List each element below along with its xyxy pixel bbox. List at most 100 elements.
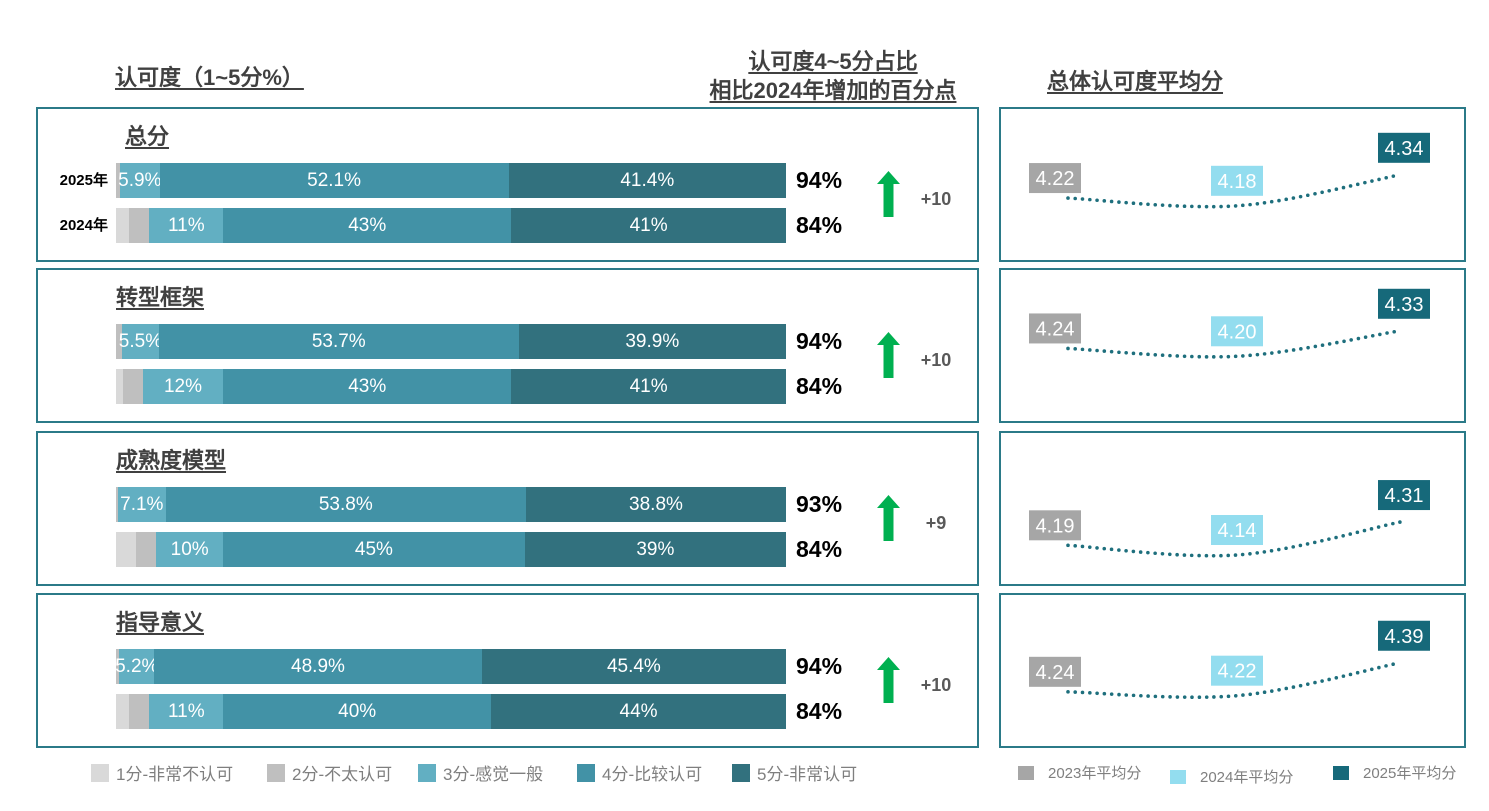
bar-segment-score-5: 45.4% — [481, 649, 786, 684]
delta-points: +10 — [920, 189, 952, 209]
up-arrow-icon — [877, 495, 900, 541]
bar-segment-score-5: 44% — [491, 694, 786, 729]
panel-frame — [36, 107, 979, 262]
bar-segment-score-4: 43% — [223, 208, 512, 243]
legend-label: 5分-非常认可 — [757, 765, 858, 784]
bar-segment-label: 48.9% — [291, 655, 345, 677]
value-label: 4.14 — [1218, 520, 1257, 542]
bar-segment-score-2 — [129, 208, 150, 243]
value-label-box — [1029, 163, 1081, 194]
top2-percent: 84% — [796, 373, 843, 399]
bar-segment-score-3: 5.5% — [118, 324, 163, 359]
stacked-bar: 11% 40% 44% — [116, 694, 786, 729]
group-title: 成熟度模型 — [116, 448, 227, 473]
bar-segment-label: 41% — [629, 375, 668, 397]
bar-segment-label: 45.4% — [606, 655, 661, 677]
legend-label: 1分-非常不认可 — [116, 765, 234, 784]
legend-swatch-icon — [577, 763, 595, 782]
bar-segment-score-4: 53.8% — [165, 487, 527, 522]
top2-percent: 93% — [796, 491, 843, 517]
bar-segment-label: 45% — [354, 538, 393, 560]
bar-segment-score-2 — [129, 694, 150, 729]
year-label: 2024年 — [59, 217, 108, 234]
value-label-box — [1029, 510, 1081, 541]
legend-swatch-icon — [1170, 769, 1186, 784]
value-label: 4.24 — [1036, 318, 1075, 340]
up-arrow-shape — [877, 495, 900, 541]
top2-percent: 84% — [796, 698, 843, 724]
value-label: 4.24 — [1036, 662, 1075, 684]
bar-segment-score-3: 11% — [149, 208, 224, 243]
average-score-panel: 4.19 4.14 4.31 — [999, 431, 1466, 586]
trend-line — [1066, 520, 1402, 558]
bar-segment-label: 5.2% — [116, 655, 159, 677]
bar-segment-score-2 — [116, 324, 123, 359]
bar-segment-score-3: 5.9% — [118, 163, 162, 198]
distribution-panel: 转型框架 5.5% 53.7% 39.9% 94% 12% 43% 41% 84% +10 — [36, 268, 979, 423]
legend-item: 3分-感觉一般 — [418, 760, 543, 785]
legend-label: 4分-比较认可 — [602, 765, 703, 784]
legend-label: 2024年平均分 — [1200, 769, 1294, 786]
top2-header-line2: 相比2024年增加的百分点 — [709, 78, 957, 103]
legend-label: 2分-不太认可 — [292, 765, 393, 784]
top2-percent: 84% — [796, 536, 843, 562]
up-arrow-icon — [877, 332, 900, 378]
value-label-box — [1378, 288, 1430, 319]
bar-segment-label: 52.1% — [307, 169, 361, 191]
stacked-bar: 10% 45% 39% — [116, 532, 786, 567]
bar-segment-label: 40% — [338, 700, 377, 722]
bar-segment-score-4: 40% — [223, 694, 492, 729]
value-label: 4.19 — [1036, 515, 1075, 537]
value-label-box — [1211, 316, 1263, 347]
bar-segment-score-5: 41% — [511, 208, 786, 243]
bar-segment-score-1 — [116, 532, 137, 567]
value-label: 4.18 — [1218, 171, 1257, 193]
up-arrow-icon — [877, 657, 900, 703]
bar-segment-score-2 — [116, 649, 120, 684]
average-line-chart: 4.19 4.14 4.31 — [1029, 480, 1430, 558]
value-label-box — [1211, 655, 1263, 686]
bar-segment-label: 12% — [163, 375, 202, 397]
top2-percent: 94% — [796, 328, 843, 354]
panel-frame — [999, 107, 1466, 262]
bar-segment-label: 53.8% — [318, 493, 373, 515]
legend-item: 5分-非常认可 — [732, 760, 857, 785]
bar-segment-label: 5.5% — [118, 330, 163, 352]
bar-segment-score-1 — [116, 369, 123, 404]
bar-segment-label: 43% — [348, 214, 387, 236]
bar-segment-label: 39.9% — [625, 330, 680, 352]
bar-segment-label: 5.9% — [118, 169, 162, 191]
up-arrow-shape — [877, 171, 900, 217]
panel-frame — [36, 268, 979, 423]
bar-segment-score-4: 52.1% — [159, 163, 509, 198]
group-title: 总分 — [125, 124, 170, 149]
average-line-chart: 4.22 4.18 4.34 — [1029, 132, 1430, 209]
bar-segment-score-3: 10% — [156, 532, 224, 567]
average-score-panel: 4.24 4.22 4.39 — [999, 593, 1466, 748]
value-label-box — [1029, 313, 1081, 344]
value-label-box — [1378, 132, 1430, 163]
legend-item: 1分-非常不认可 — [91, 760, 233, 785]
group-title: 转型框架 — [116, 285, 205, 310]
panel-frame — [999, 268, 1466, 423]
top2-percent: 94% — [796, 653, 843, 679]
bar-segment-score-3: 7.1% — [118, 487, 166, 522]
bar-segment-score-1 — [116, 694, 130, 729]
distribution-header: 认可度（1~5分%） — [115, 65, 304, 90]
value-label: 4.20 — [1218, 321, 1257, 343]
bar-segment-label: 41.4% — [620, 169, 675, 191]
bar-segment-label: 7.1% — [120, 493, 164, 515]
group-title: 指导意义 — [116, 610, 205, 635]
value-label: 4.22 — [1036, 168, 1075, 190]
bar-segment-score-3: 5.2% — [116, 649, 158, 684]
bar-segment-score-3: 12% — [142, 369, 224, 404]
bar-segment-label: 38.8% — [629, 493, 683, 515]
bar-segment-label: 43% — [348, 375, 387, 397]
stacked-bar: 5.9% 52.1% 41.4% — [116, 163, 786, 198]
bar-segment-score-2 — [116, 487, 118, 522]
delta-points: +10 — [920, 350, 952, 370]
value-label: 4.34 — [1385, 138, 1424, 160]
legend-item: 2分-不太认可 — [267, 760, 392, 785]
panel-frame — [36, 593, 979, 748]
bar-segment-label: 10% — [170, 538, 209, 560]
